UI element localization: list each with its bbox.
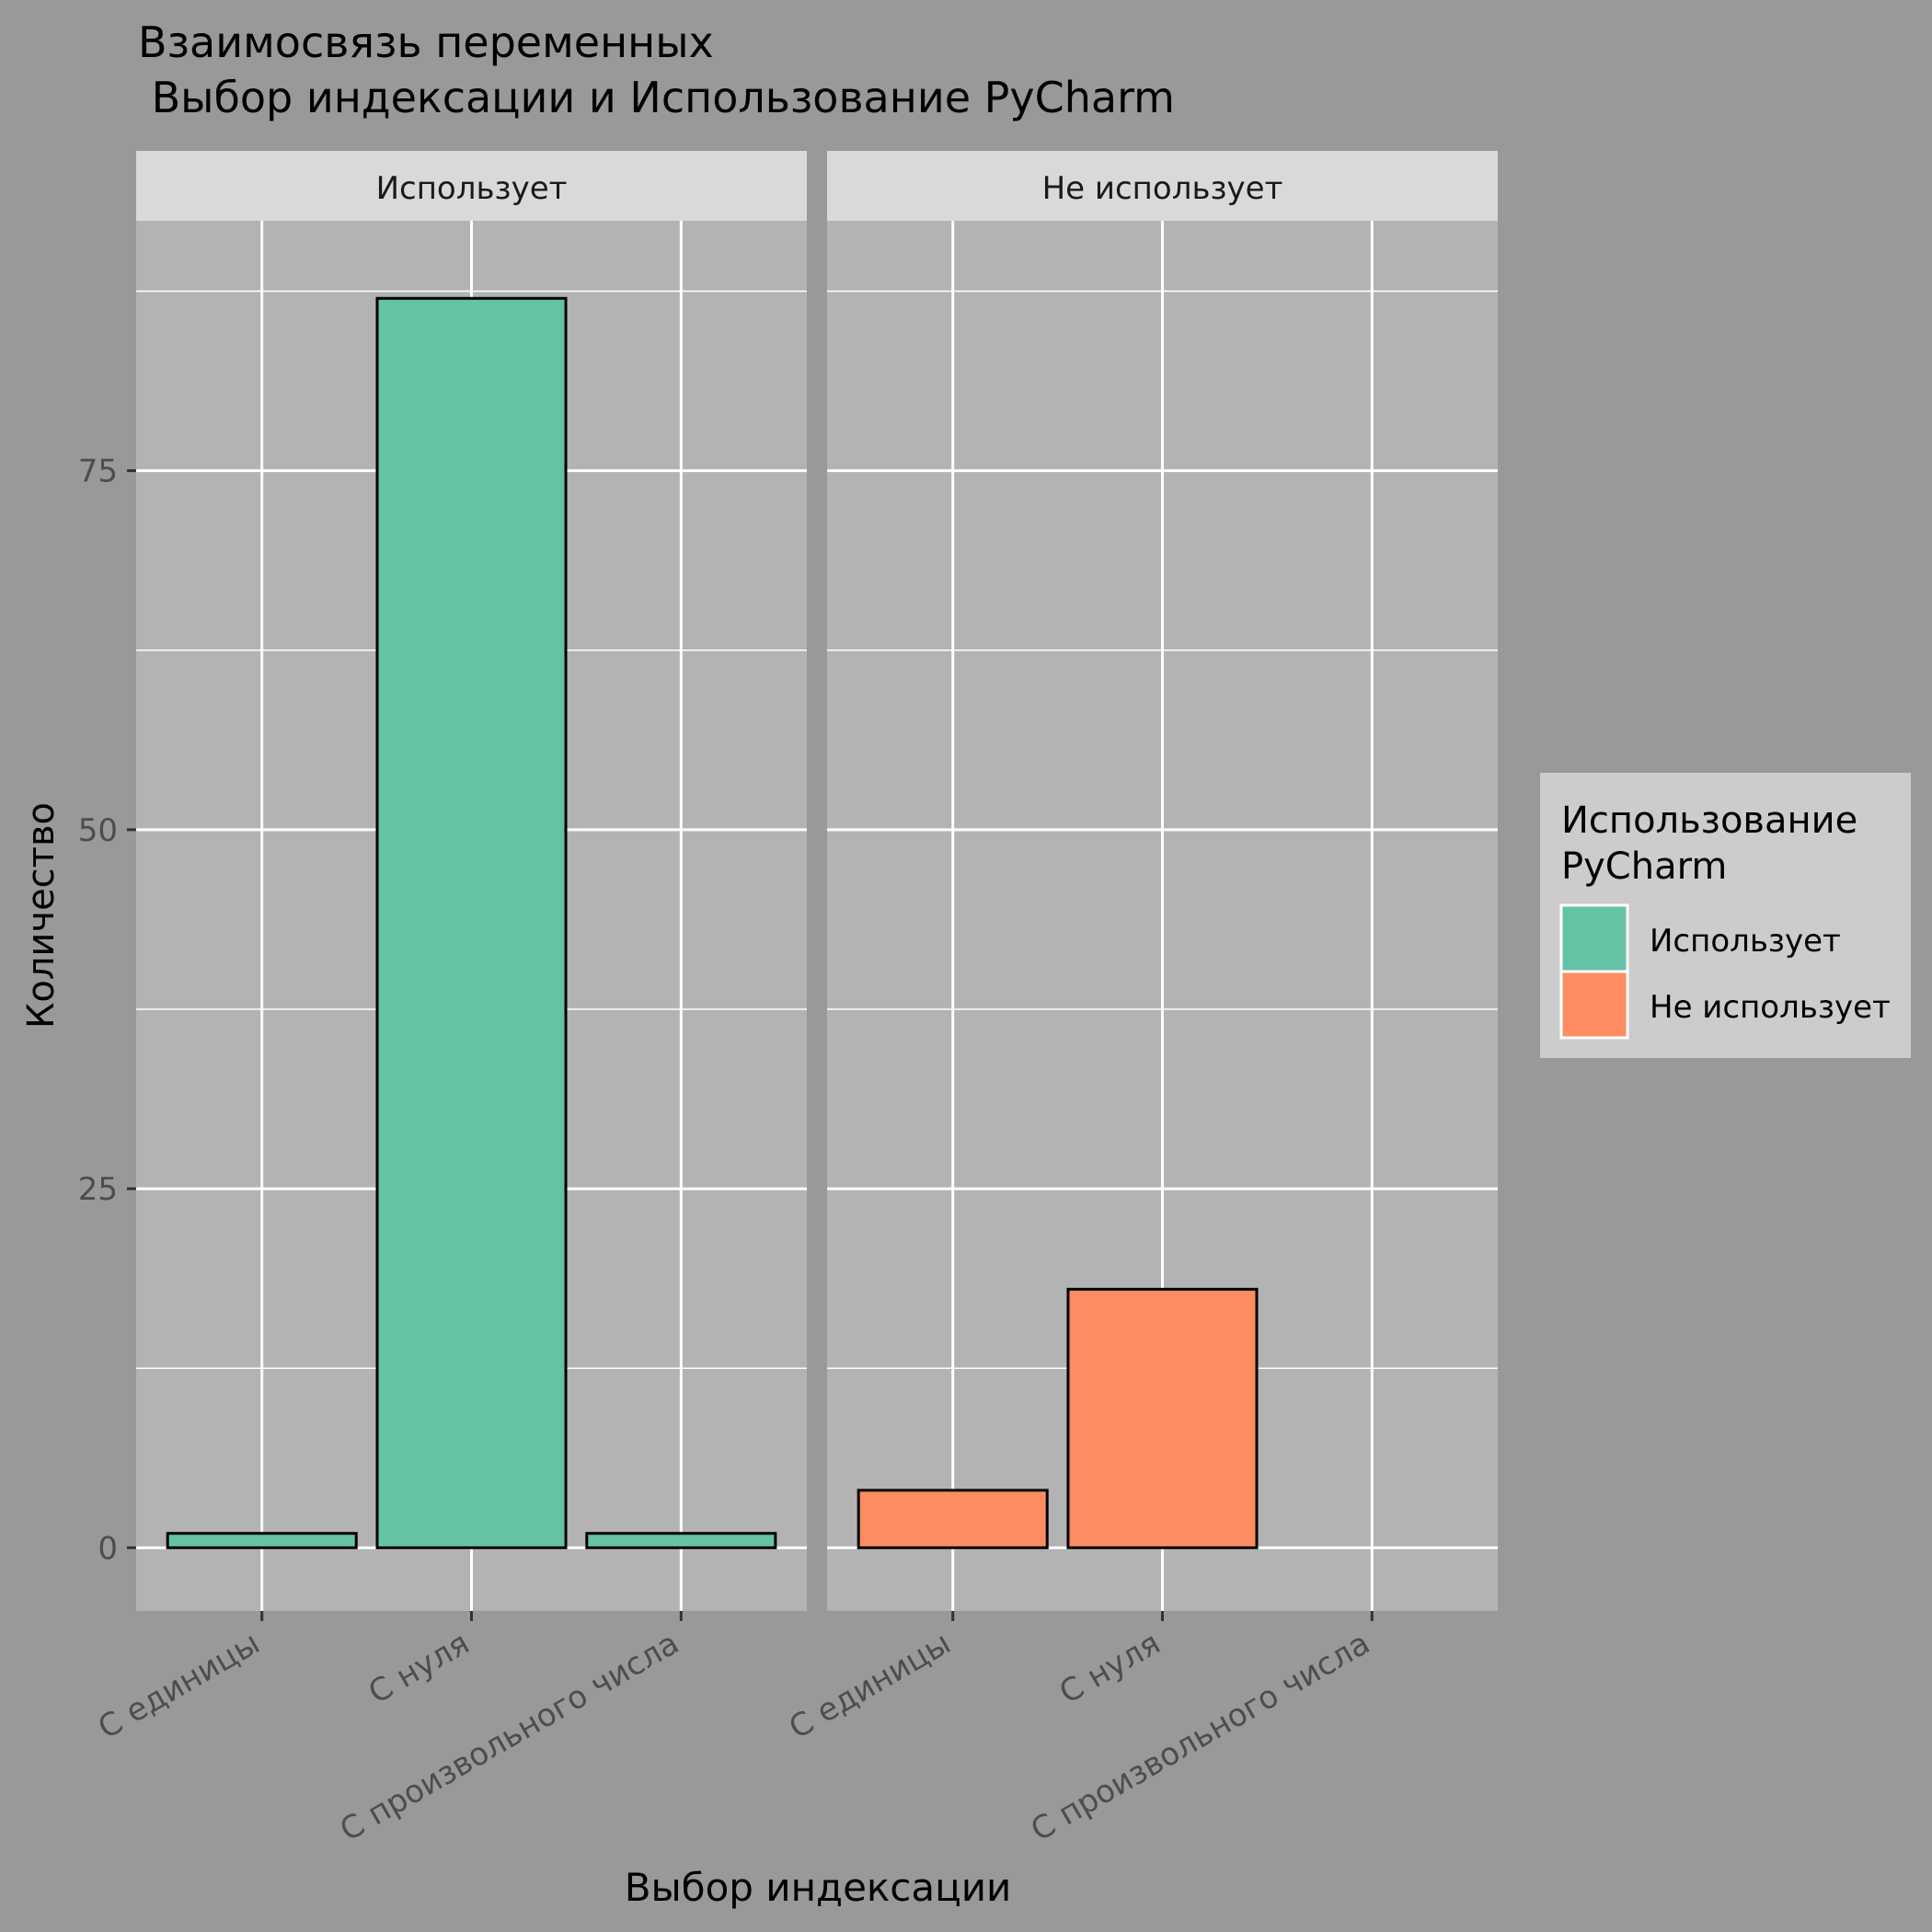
legend-label-uses: Использует [1650,923,1841,960]
bar [857,1489,1049,1549]
y-tick-label: 50 [78,812,118,849]
chart-title-line1: Взаимосвязь переменных [138,17,714,67]
legend-swatch-not-uses [1559,970,1629,1040]
facet-strip [827,151,1498,221]
y-tick-label: 75 [78,454,118,490]
facet-strip-label: Не использует [1042,170,1283,207]
bar [1066,1287,1259,1549]
facet-strip-label: Использует [376,170,568,207]
legend-swatch-uses [1559,903,1629,973]
bar [166,1532,358,1549]
x-axis-label: Выбор индексации [625,1865,1012,1910]
y-tick-label: 25 [78,1171,118,1208]
y-tick-label: 0 [98,1530,118,1567]
legend-title-line1: Использование [1561,799,1857,842]
y-axis-label: Количество [20,802,63,1029]
legend-title-line2: PyCharm [1561,845,1727,888]
bar [585,1532,777,1549]
legend: Использование PyCharm Использует Не испо… [1540,773,1911,1058]
bar [375,296,568,1549]
chart-title-line2: Выбор индексации и Использование PyCharm [138,73,1175,122]
legend-label-not-uses: Не использует [1650,989,1891,1026]
facet-strip [136,151,807,221]
